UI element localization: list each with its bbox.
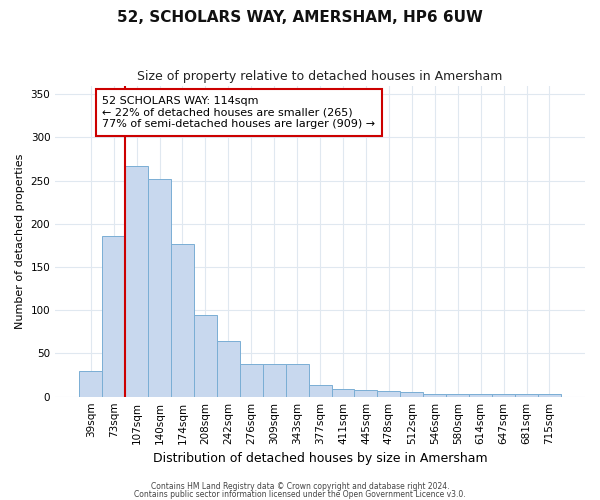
Bar (79, 371, 102, 396)
Bar (125, 166, 148, 396)
Bar (538, 394, 561, 396)
Bar (446, 394, 469, 396)
Text: Contains public sector information licensed under the Open Government Licence v3: Contains public sector information licen… (134, 490, 466, 499)
X-axis label: Distribution of detached houses by size in Amersham: Distribution of detached houses by size … (153, 452, 487, 465)
Bar (492, 394, 515, 396)
Bar (240, 364, 263, 396)
Bar (194, 314, 217, 396)
Bar (148, 179, 171, 396)
Bar (308, 386, 332, 396)
Title: Size of property relative to detached houses in Amersham: Size of property relative to detached ho… (137, 70, 503, 83)
Bar (377, 392, 400, 396)
Bar (171, 244, 194, 396)
Bar (355, 390, 377, 396)
Text: 52, SCHOLARS WAY, AMERSHAM, HP6 6UW: 52, SCHOLARS WAY, AMERSHAM, HP6 6UW (117, 10, 483, 25)
Bar (286, 364, 308, 396)
Bar (469, 394, 492, 396)
Bar (423, 394, 446, 396)
Bar (332, 389, 355, 396)
Bar (263, 364, 286, 396)
Bar (515, 394, 538, 396)
Text: Contains HM Land Registry data © Crown copyright and database right 2024.: Contains HM Land Registry data © Crown c… (151, 482, 449, 491)
Y-axis label: Number of detached properties: Number of detached properties (15, 154, 25, 329)
Bar (400, 392, 423, 396)
Bar (217, 340, 240, 396)
Text: 52 SCHOLARS WAY: 114sqm
← 22% of detached houses are smaller (265)
77% of semi-d: 52 SCHOLARS WAY: 114sqm ← 22% of detache… (102, 96, 376, 129)
Bar (102, 236, 125, 396)
